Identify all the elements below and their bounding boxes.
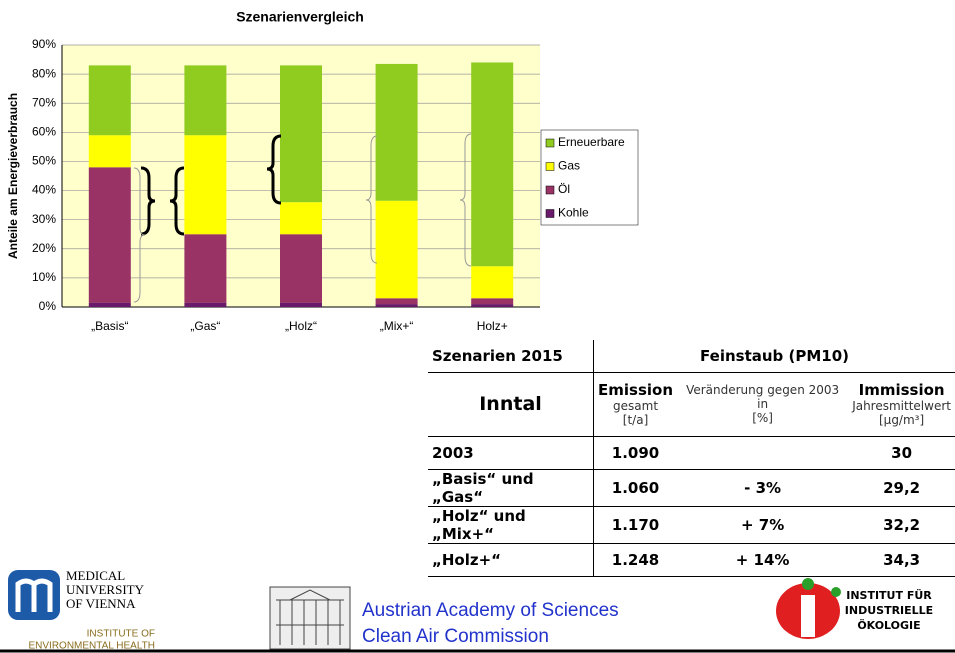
table-cell: 1.170 — [594, 506, 678, 543]
bar-segment — [280, 65, 322, 202]
uni-name: OF VIENNA — [66, 596, 136, 611]
x-tick-label: Holz+ — [477, 319, 508, 333]
legend-swatch — [546, 210, 554, 218]
iio-name: INDUSTRIELLE — [845, 604, 933, 617]
y-tick-label: 70% — [32, 95, 56, 109]
legend-swatch — [546, 186, 554, 194]
table-caption: Szenarien 2015 — [428, 340, 594, 372]
chart-title: Szenarienvergleich — [236, 9, 364, 25]
bar-segment — [280, 202, 322, 234]
column-title: Emission — [598, 381, 673, 399]
iio-name: INSTITUT FÜR — [846, 588, 932, 602]
iio-logo-dot — [831, 587, 841, 597]
uni-name: MEDICAL — [66, 568, 125, 583]
bar-segment — [471, 304, 513, 307]
legend-label: Öl — [558, 182, 570, 196]
table-cell: „Holz“ und „Mix+“ — [428, 506, 594, 543]
y-tick-label: 90% — [32, 37, 56, 51]
table: Szenarien 2015 Feinstaub (PM10) Inntal E… — [428, 340, 955, 577]
y-axis-label: Anteile am Energieverbrauch — [6, 93, 20, 259]
bar-segment — [89, 135, 131, 167]
y-tick-label: 10% — [32, 270, 56, 284]
table-row: „Holz“ und „Mix+“1.170+ 7%32,2 — [428, 506, 955, 543]
x-tick-label: „Basis“ — [91, 319, 128, 333]
table-row: „Basis“ und „Gas“1.060- 3%29,2 — [428, 469, 955, 506]
legend-label: Gas — [558, 159, 580, 173]
legend-label: Erneuerbare — [558, 135, 625, 149]
iio-name: ÖKOLOGIE — [857, 618, 920, 632]
bar-segment — [280, 303, 322, 307]
bar-segment — [471, 266, 513, 298]
table-cell: 29,2 — [848, 469, 955, 506]
bar-segment — [184, 135, 226, 234]
column-sub: Veränderung gegen 2003 in — [681, 383, 844, 411]
table-cell: „Basis“ und „Gas“ — [428, 469, 594, 506]
plot-area: 0% 10% 20% 30% 40% 50% 60% 70% 80% 90% „Basis“ „Gas… — [32, 37, 540, 333]
x-tick-label: „Gas“ — [190, 319, 220, 333]
iio-logo-mark — [801, 595, 815, 637]
slide: Szenarienvergleich Anteile am Energiever… — [0, 0, 955, 653]
iio-logo-dot — [802, 578, 814, 590]
bar-segment — [184, 65, 226, 135]
legend-swatch — [546, 163, 554, 171]
y-tick-label: 60% — [32, 125, 56, 139]
table-group: Feinstaub (PM10) — [594, 340, 955, 372]
bar-segment — [184, 234, 226, 302]
table-cell — [677, 436, 848, 469]
bar-segment — [184, 303, 226, 307]
uni-name: UNIVERSITY — [66, 582, 145, 597]
table-cell: + 14% — [677, 543, 848, 576]
bar-segment — [376, 304, 418, 307]
table-cell: 2003 — [428, 436, 594, 469]
legend-swatch — [546, 139, 554, 147]
column-sub: Jahresmittelwert — [852, 399, 951, 413]
y-tick-label: 40% — [32, 183, 56, 197]
y-tick-label: 20% — [32, 241, 56, 255]
column-unit: [t/a] — [598, 413, 673, 427]
column-header: Veränderung gegen 2003 in[%] — [677, 372, 848, 436]
column-sub: gesamt — [598, 399, 673, 413]
legend-label: Kohle — [558, 206, 589, 220]
bar-segment — [471, 298, 513, 304]
bar-segment — [280, 234, 322, 302]
bar-segment — [376, 64, 418, 201]
table-cell: 30 — [848, 436, 955, 469]
x-tick-label: „Holz“ — [285, 319, 317, 333]
bar-segment — [89, 303, 131, 307]
academy-name: Clean Air Commission — [362, 626, 549, 647]
y-tick-label: 80% — [32, 66, 56, 80]
institute: INSTITUTE OF — [87, 629, 155, 640]
academy-name: Austrian Academy of Sciences — [362, 600, 619, 621]
y-tick-label: 50% — [32, 154, 56, 168]
bar-segment — [376, 201, 418, 299]
table-cell: 32,2 — [848, 506, 955, 543]
column-unit: [µg/m³] — [852, 413, 951, 427]
table-region: Inntal — [428, 372, 594, 436]
table-cell: - 3% — [677, 469, 848, 506]
table-cell: 1.090 — [594, 436, 678, 469]
table-cell: 1.248 — [594, 543, 678, 576]
footer: MEDICAL UNIVERSITY OF VIENNA INSTITUTE O… — [0, 568, 955, 652]
column-unit: [%] — [681, 411, 844, 425]
bar-segment — [376, 298, 418, 304]
table-cell: 1.060 — [594, 469, 678, 506]
y-tick-label: 30% — [32, 212, 56, 226]
academy-logo — [270, 587, 350, 649]
bar-segment — [89, 167, 131, 302]
table-cell: „Holz+“ — [428, 543, 594, 576]
y-tick-label: 0% — [39, 299, 57, 313]
table-row: Szenarien 2015 Feinstaub (PM10) — [428, 340, 955, 372]
x-tick-label: „Mix+“ — [380, 319, 414, 333]
table-row: „Holz+“1.248+ 14%34,3 — [428, 543, 955, 576]
table-cell: 34,3 — [848, 543, 955, 576]
column-title: Immission — [852, 381, 951, 399]
table-cell: + 7% — [677, 506, 848, 543]
bar-segment — [471, 62, 513, 266]
bar-segment — [89, 65, 131, 135]
